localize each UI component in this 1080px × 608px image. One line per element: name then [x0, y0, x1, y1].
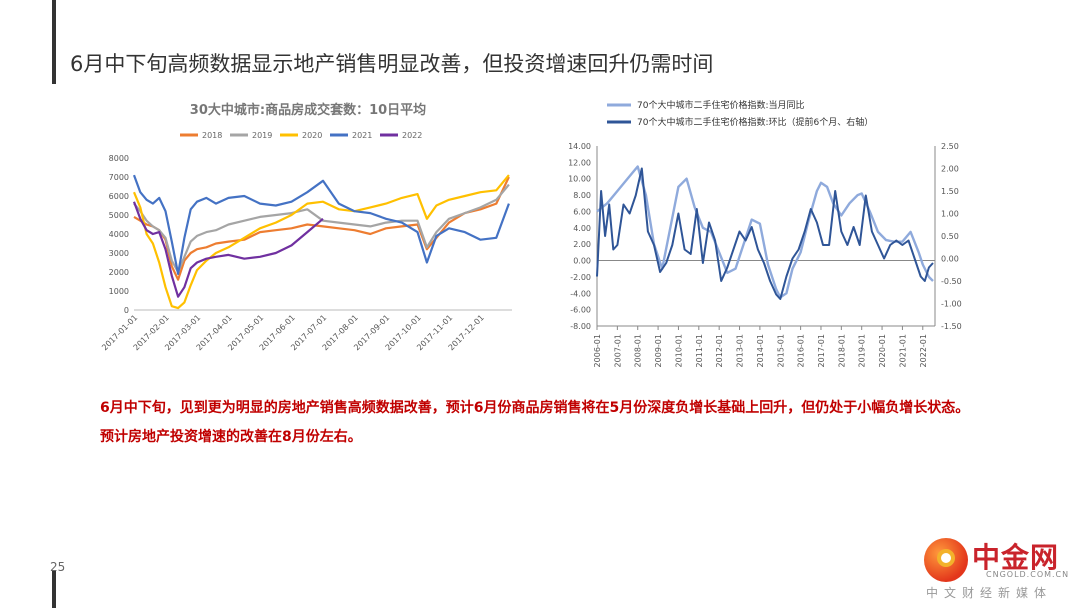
left-y-tick-label: 0.00 — [573, 257, 591, 266]
watermark-logo: 中金网 CNGOLD.COM.CN 中文财经新媒体 — [920, 536, 1070, 602]
y-tick-label: 0 — [124, 306, 129, 315]
x-tick-label: 2012-01 — [715, 334, 724, 367]
left-y-tick-label: 4.00 — [573, 224, 591, 233]
left-y-tick-label: -6.00 — [570, 306, 591, 315]
legend-label-2019: 2019 — [252, 131, 272, 140]
commentary-paragraph-2: 预计房地产投资增速的改善在8月份左右。 — [100, 429, 362, 445]
y-tick-label: 4000 — [109, 230, 129, 239]
y-tick-label: 1000 — [109, 287, 129, 296]
y-tick-label: 7000 — [109, 173, 129, 182]
y-tick-label: 6000 — [109, 192, 129, 201]
right-y-tick-label: 2.00 — [941, 165, 959, 174]
legend-label-2020: 2020 — [302, 131, 322, 140]
x-tick-label: 2016-01 — [797, 334, 806, 367]
left-y-tick-label: 12.00 — [568, 158, 591, 167]
chart-sales-volume-svg: 30大中城市:商品房成交套数：10日平均 2018 2019 2020 2021 202… — [100, 102, 512, 352]
right-y-tick-label: -1.50 — [941, 322, 962, 331]
x-tick-label: 2017-01 — [817, 334, 826, 367]
left-y-tick-label: 14.00 — [568, 142, 591, 151]
series-line-2020 — [132, 174, 510, 310]
accent-bar-top — [52, 0, 56, 84]
chart-price-index: 70个大中城市二手住宅价格指数:当月同比 70个大中城市二手住宅价格指数:环比（提… — [555, 96, 975, 381]
right-y-tick-label: -1.00 — [941, 300, 962, 309]
left-y-tick-label: -2.00 — [570, 273, 591, 282]
right-y-tick-label: 0.00 — [941, 255, 959, 264]
legend-label-2022: 2022 — [402, 131, 422, 140]
x-tick-label: 2009-01 — [654, 334, 663, 367]
x-tick-label: 2020-01 — [878, 334, 887, 367]
x-tick-label: 2008-01 — [634, 334, 643, 367]
logo-name: 中金网 — [972, 541, 1060, 574]
x-tick-label: 2015-01 — [776, 334, 785, 367]
x-tick-label: 2010-01 — [674, 334, 683, 367]
series-line-2022 — [132, 201, 324, 298]
legend-label-2018: 2018 — [202, 131, 222, 140]
x-tick-label: 2021-01 — [898, 334, 907, 367]
right-y-tick-label: 1.00 — [941, 210, 959, 219]
x-tick-label: 2013-01 — [736, 334, 745, 367]
x-tick-label: 2019-01 — [858, 334, 867, 367]
chart-title: 30大中城市:商品房成交套数：10日平均 — [190, 102, 426, 118]
chart-legend: 70个大中城市二手住宅价格指数:当月同比 70个大中城市二手住宅价格指数:环比（提… — [607, 99, 873, 128]
chart-sales-volume: 30大中城市:商品房成交套数：10日平均 2018 2019 2020 2021 202… — [100, 96, 530, 376]
right-y-tick-label: 1.50 — [941, 187, 959, 196]
left-y-tick-label: -4.00 — [570, 289, 591, 298]
y-tick-label: 2000 — [109, 268, 129, 277]
x-tick-label: 2018-01 — [837, 334, 846, 367]
left-y-tick-label: 10.00 — [568, 175, 591, 184]
x-tick-label: 2011-01 — [695, 334, 704, 367]
page-number: 25 — [50, 560, 66, 574]
legend-label-series-1: 70个大中城市二手住宅价格指数:当月同比 — [637, 99, 805, 111]
series-line-2 — [596, 167, 934, 300]
legend-label-2021: 2021 — [352, 131, 372, 140]
logo-tagline: 中文财经新媒体 — [926, 586, 1053, 600]
accent-bar-bottom — [52, 570, 56, 608]
chart-legend: 2018 2019 2020 2021 2022 — [180, 131, 422, 140]
left-y-tick-label: 6.00 — [573, 207, 591, 216]
right-y-tick-label: -0.50 — [941, 277, 962, 286]
left-y-tick-label: 8.00 — [573, 191, 591, 200]
x-tick-label: 2006-01 — [593, 334, 602, 367]
x-tick-label: 2007-01 — [613, 334, 622, 367]
x-tick-label: 2014-01 — [756, 334, 765, 367]
page-title: 6月中下旬高频数据显示地产销售明显改善，但投资增速回升仍需时间 — [70, 52, 714, 76]
left-y-tick-label: 2.00 — [573, 240, 591, 249]
series-line-2019 — [133, 183, 510, 274]
right-y-tick-label: 0.50 — [941, 232, 959, 241]
y-tick-label: 8000 — [109, 154, 129, 163]
logo-emblem-icon — [924, 538, 968, 582]
logo-domain: CNGOLD.COM.CN — [986, 570, 1070, 579]
x-tick-label: 2022-01 — [919, 334, 928, 367]
y-tick-label: 3000 — [109, 249, 129, 258]
series-line-2021 — [132, 174, 510, 275]
legend-label-series-2: 70个大中城市二手住宅价格指数:环比（提前6个月、右轴） — [637, 116, 873, 128]
y-tick-label: 5000 — [109, 211, 129, 220]
commentary-text: 6月中下旬，见到更为明显的房地产销售高频数据改善，预计6月份商品房销售将在5月份… — [100, 394, 980, 452]
left-y-tick-label: -8.00 — [570, 322, 591, 331]
right-y-tick-label: 2.50 — [941, 142, 959, 151]
chart-price-index-svg: 70个大中城市二手住宅价格指数:当月同比 70个大中城市二手住宅价格指数:环比（提… — [568, 99, 962, 367]
commentary-paragraph-1: 6月中下旬，见到更为明显的房地产销售高频数据改善，预计6月份商品房销售将在5月份… — [100, 400, 970, 416]
